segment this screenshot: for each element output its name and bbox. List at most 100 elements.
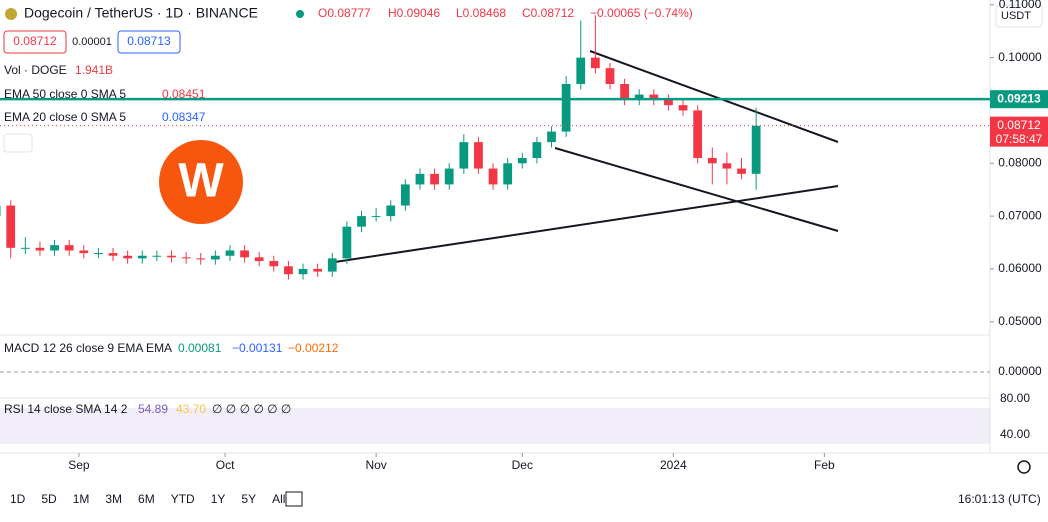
rsi-label: RSI 14 close SMA 14 2 — [4, 402, 128, 416]
candle-body — [533, 142, 542, 158]
candle-body — [372, 216, 381, 217]
ask[interactable]: 0.08713 — [127, 34, 171, 48]
y-tick-label: 0.07000 — [998, 208, 1042, 222]
rsi-value: 54.89 — [138, 402, 168, 416]
candle-body — [591, 58, 600, 69]
candle-body — [182, 257, 191, 258]
macd-tick: 0.00000 — [998, 364, 1042, 378]
range-button[interactable]: YTD — [171, 492, 195, 506]
rsi-tick: 40.00 — [1000, 427, 1030, 441]
macd-value: −0.00131 — [232, 341, 283, 355]
candle-body — [167, 256, 176, 258]
symbol[interactable]: Dogecoin / TetherUS · 1D · BINANCE — [24, 5, 258, 21]
candle-body — [284, 266, 293, 274]
candle-body — [6, 206, 15, 248]
x-tick-label: Oct — [216, 458, 235, 472]
rsi-value: ∅ ∅ ∅ ∅ ∅ ∅ — [212, 402, 291, 416]
range-button[interactable]: 1M — [73, 492, 90, 506]
clock: 16:01:13 (UTC) — [958, 492, 1041, 506]
vol-value: 1.941B — [75, 63, 113, 77]
candle-body — [240, 250, 249, 257]
ohlc-open: O0.08777 — [318, 6, 371, 20]
ohlc-high: H0.09046 — [388, 6, 440, 20]
candle-body — [737, 169, 746, 174]
range-button[interactable]: 5Y — [241, 492, 256, 506]
candle-body — [138, 256, 147, 259]
last-price-label: 0.08712 — [997, 118, 1041, 132]
candle-body — [693, 110, 702, 158]
level-label: 0.09213 — [997, 91, 1041, 105]
candle-body — [752, 126, 761, 174]
range-button[interactable]: 6M — [138, 492, 155, 506]
candle-body — [328, 258, 337, 271]
x-tick-label: Nov — [365, 458, 386, 472]
vol-label: Vol · DOGE — [4, 63, 67, 77]
ohlc-close: C0.08712 — [522, 6, 574, 20]
logo: W — [159, 140, 243, 224]
y-tick-label: 0.10000 — [998, 50, 1042, 64]
candle-body — [723, 163, 732, 168]
candle-body — [123, 256, 132, 259]
macd-value: 0.00081 — [178, 341, 222, 355]
candle-body — [474, 142, 483, 168]
candle-body — [416, 174, 425, 185]
candle-body — [386, 206, 395, 217]
range-button[interactable]: All — [272, 492, 285, 506]
candle-body — [152, 256, 161, 257]
range-button[interactable]: 3M — [105, 492, 122, 506]
candle-body — [401, 184, 410, 205]
y-tick-label: 0.06000 — [998, 261, 1042, 275]
candle-body — [299, 269, 308, 274]
candle-body — [606, 68, 615, 84]
candle-body — [343, 227, 352, 259]
candle-body — [36, 248, 45, 251]
range-button[interactable]: 5D — [41, 492, 57, 506]
candle-body — [313, 269, 322, 272]
candle-body — [79, 250, 88, 253]
candle-body — [503, 163, 512, 184]
candle-body — [518, 158, 527, 163]
candle-body — [430, 174, 439, 185]
range-button[interactable]: 1Y — [211, 492, 226, 506]
x-tick-label: 2024 — [660, 458, 687, 472]
collapse-button[interactable] — [4, 134, 32, 152]
range-bar: 1D 5D 1M 3M 6M YTD 1Y 5Y All — [10, 492, 285, 506]
x-tick-label: Dec — [512, 458, 533, 472]
ohlc-change: −0.00065 (−0.74%) — [590, 6, 693, 20]
candle-body — [255, 257, 264, 261]
candle-body — [445, 169, 454, 185]
candle-body — [620, 84, 629, 100]
coin-icon — [5, 8, 17, 20]
candle-body — [65, 245, 74, 250]
candle-body — [196, 258, 205, 259]
candle-body — [226, 250, 235, 255]
countdown: 07:58:47 — [996, 132, 1043, 146]
y-tick-label: 0.11000 — [999, 0, 1042, 11]
candle-body — [562, 84, 571, 132]
candle-body — [547, 132, 556, 143]
y-tick-label: 0.08000 — [998, 155, 1042, 169]
bid[interactable]: 0.08712 — [13, 34, 57, 48]
candle-body — [708, 158, 717, 163]
candle-body — [664, 100, 673, 105]
candle-body — [357, 216, 366, 227]
candle-body — [94, 253, 103, 254]
ema20-value: 0.08347 — [162, 110, 206, 124]
candle-body — [21, 248, 30, 249]
x-tick-label: Feb — [814, 458, 835, 472]
currency[interactable]: USDT — [1001, 10, 1031, 22]
rsi-tick: 80.00 — [1000, 391, 1030, 405]
macd-label: MACD 12 26 close 9 EMA EMA — [4, 341, 172, 355]
range-button[interactable]: 1D — [10, 492, 26, 506]
rsi-value: 43.70 — [176, 402, 206, 416]
candle-body — [459, 142, 468, 168]
candle-body — [489, 169, 498, 185]
candle-body — [576, 58, 585, 84]
ohlc-low: L0.08468 — [456, 6, 506, 20]
spread: 0.00001 — [72, 36, 112, 48]
candle-body — [109, 253, 118, 256]
candle-body — [269, 261, 278, 266]
macd-value: −0.00212 — [288, 341, 339, 355]
candle-body — [679, 105, 688, 110]
